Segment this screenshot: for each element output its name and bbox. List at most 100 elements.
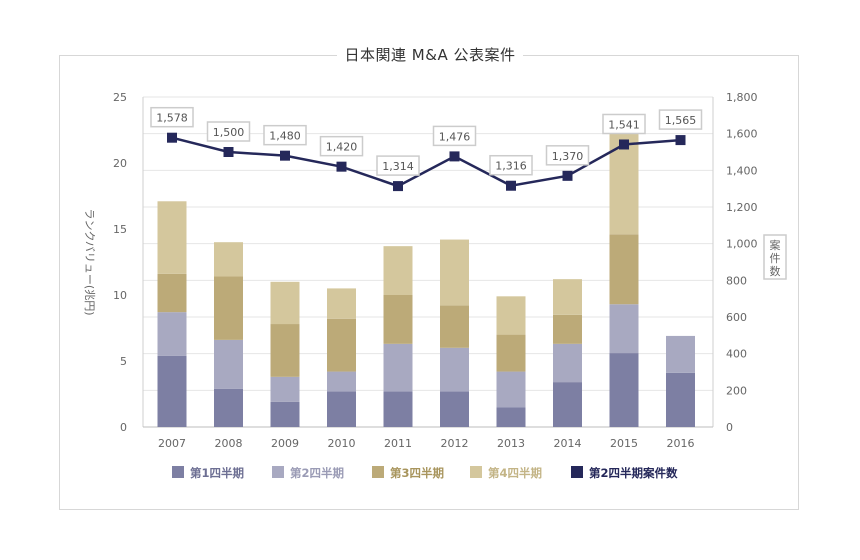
data-label: 1,316 <box>495 160 527 173</box>
left-tick-label: 0 <box>120 421 127 434</box>
left-tick-label: 10 <box>113 289 127 302</box>
data-label: 1,370 <box>552 150 584 163</box>
bar-segment <box>440 391 469 427</box>
right-tick-label: 0 <box>726 421 733 434</box>
bar-segment <box>609 304 639 354</box>
bar-segment <box>666 372 695 427</box>
left-tick-label: 25 <box>113 91 127 104</box>
right-axis-label-box <box>763 234 787 280</box>
line-point <box>506 180 516 191</box>
bar-segment <box>327 288 356 319</box>
bar-segment <box>553 382 582 427</box>
data-label: 1,578 <box>156 112 188 125</box>
legend-label: 第3四半期 <box>390 466 444 480</box>
legend-swatch <box>272 466 284 478</box>
bar-segment <box>383 391 413 427</box>
x-tick-label: 2008 <box>215 437 243 450</box>
line-point <box>336 161 347 172</box>
line-point <box>167 132 177 143</box>
right-tick-label: 1,800 <box>726 91 758 104</box>
data-label: 1,314 <box>382 160 414 173</box>
left-tick-label: 20 <box>113 157 127 170</box>
right-tick-label: 1,400 <box>726 164 758 177</box>
bar-segment <box>496 296 526 335</box>
data-label-box <box>602 113 646 135</box>
x-tick-label: 2016 <box>667 437 695 450</box>
line-series <box>171 136 681 188</box>
data-label: 1,541 <box>608 118 640 131</box>
bar-segment <box>270 376 300 402</box>
data-label: 1,476 <box>439 130 471 143</box>
data-label-box <box>150 106 194 128</box>
legend-swatch <box>372 466 384 478</box>
bar-segment <box>440 347 469 392</box>
legend-label: 第1四半期 <box>190 466 244 480</box>
bar-segment <box>553 279 582 315</box>
bar-segment <box>214 339 243 389</box>
bar-segment <box>553 314 582 344</box>
left-tick-label: 15 <box>113 223 127 236</box>
bar-segment <box>440 305 469 348</box>
bar-segment <box>214 276 243 340</box>
right-tick-label: 800 <box>726 274 747 287</box>
data-label-box <box>489 154 533 176</box>
data-label-box <box>658 109 703 130</box>
left-axis-label: ランクバリュー(兆円) <box>83 208 96 315</box>
bar-segment <box>327 318 356 372</box>
data-label: 1,565 <box>665 114 697 127</box>
bar-segment <box>383 343 413 392</box>
bar-segment <box>609 353 639 427</box>
line-point <box>562 170 573 181</box>
legend-label: 第2四半期 <box>290 466 344 480</box>
data-label-box <box>432 125 477 147</box>
line-point <box>449 151 460 162</box>
bar-segment <box>666 335 695 373</box>
bar-segment <box>440 239 469 306</box>
bar-segment <box>383 295 413 344</box>
bar-segment <box>270 281 300 325</box>
bar-segment <box>157 273 187 313</box>
bar-segment <box>270 324 300 377</box>
data-label-box <box>319 135 364 157</box>
bar-segment <box>496 407 526 427</box>
right-tick-label: 600 <box>726 311 747 324</box>
legend-swatch <box>571 466 583 478</box>
right-axis-label: 案件数 <box>770 238 781 278</box>
right-tick-label: 1,000 <box>726 238 758 251</box>
bar-segment <box>383 246 413 295</box>
bar-segment <box>327 371 356 392</box>
bar-segment <box>157 312 187 356</box>
bar-segment <box>157 201 187 274</box>
data-label-box <box>545 145 590 166</box>
legend-label: 第4四半期 <box>488 466 542 480</box>
line-point <box>619 139 629 150</box>
x-tick-label: 2009 <box>271 437 299 450</box>
legend-label: 第2四半期案件数 <box>589 466 678 480</box>
x-tick-label: 2014 <box>554 437 582 450</box>
data-label-box <box>376 155 420 176</box>
bar-segment <box>496 334 526 372</box>
x-tick-label: 2011 <box>384 437 412 450</box>
bar-segment <box>157 355 187 427</box>
data-label: 1,480 <box>269 130 301 143</box>
legend-swatch <box>172 466 184 478</box>
left-tick-label: 5 <box>120 355 127 368</box>
x-tick-label: 2010 <box>328 437 356 450</box>
data-label: 1,500 <box>213 126 245 139</box>
chart-title: 日本関連 M&A 公表案件 <box>0 44 860 65</box>
bar-segment <box>553 343 582 383</box>
line-point <box>393 181 403 192</box>
bar-segment <box>214 242 243 277</box>
data-label: 1,420 <box>326 141 358 154</box>
x-tick-label: 2013 <box>497 437 525 450</box>
bar-segment <box>270 401 300 427</box>
bar-segment <box>327 391 356 427</box>
right-tick-label: 1,200 <box>726 201 758 214</box>
bar-segment <box>214 388 243 427</box>
data-label-box <box>206 121 251 142</box>
bar-segment <box>609 234 639 305</box>
right-tick-label: 1,600 <box>726 128 758 141</box>
x-tick-label: 2015 <box>610 437 638 450</box>
x-tick-label: 2007 <box>158 437 186 450</box>
